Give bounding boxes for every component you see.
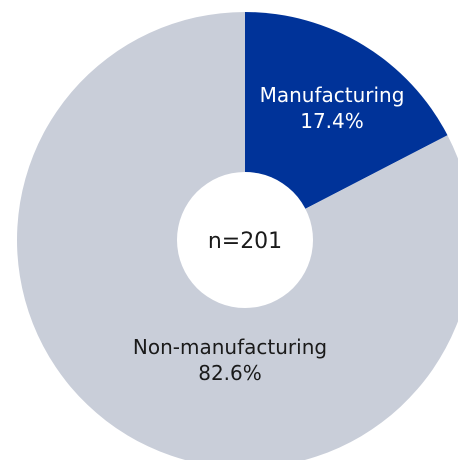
slice-value-label: 82.6%	[198, 361, 262, 385]
center-label: n=201	[208, 229, 282, 254]
slice-manufacturing	[245, 12, 448, 240]
slice-label: Non-manufacturing	[133, 335, 327, 359]
donut-hole	[177, 172, 313, 308]
slice-label: Manufacturing	[260, 83, 405, 107]
slice-value-label: 17.4%	[300, 109, 364, 133]
